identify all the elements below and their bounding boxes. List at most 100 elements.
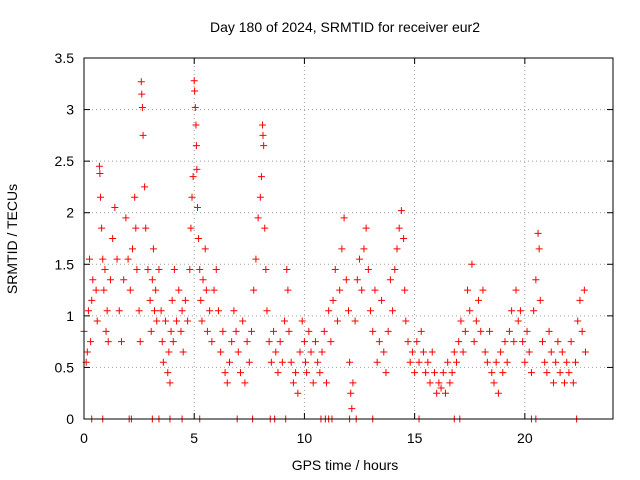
data-point [554, 338, 562, 346]
data-point [346, 358, 354, 366]
data-point [191, 87, 199, 95]
data-point [375, 338, 383, 346]
data-point [113, 255, 121, 263]
data-point [415, 358, 423, 366]
data-point [320, 327, 328, 335]
data-point [530, 307, 538, 315]
data-point [248, 327, 256, 335]
data-point [574, 317, 582, 325]
data-point [470, 338, 478, 346]
data-point [198, 317, 206, 325]
data-point [468, 260, 476, 268]
data-point [173, 317, 181, 325]
data-point [402, 317, 410, 325]
data-point [475, 296, 483, 304]
x-tick-label: 0 [80, 430, 88, 446]
data-point [88, 296, 96, 304]
data-point [380, 348, 388, 356]
data-point [281, 317, 289, 325]
y-tick-label: 0 [66, 411, 74, 427]
data-point [115, 307, 123, 315]
data-point [338, 245, 346, 253]
data-point [257, 173, 265, 181]
x-tick-label: 15 [407, 430, 423, 446]
data-point [97, 193, 105, 201]
data-point [95, 162, 103, 170]
data-point [212, 265, 220, 273]
data-point [265, 338, 273, 346]
data-point [519, 338, 527, 346]
data-point [142, 224, 150, 232]
data-point [158, 338, 166, 346]
data-point [101, 265, 109, 273]
chart-title: Day 180 of 2024, SRMTID for receiver eur… [210, 19, 480, 35]
data-point [199, 276, 207, 284]
data-point [569, 379, 577, 387]
data-point [446, 379, 454, 387]
data-point [322, 379, 330, 387]
data-point [192, 121, 200, 129]
data-point [178, 307, 186, 315]
data-point [89, 276, 97, 284]
data-point [428, 348, 436, 356]
data-point [270, 327, 278, 335]
data-point [411, 369, 419, 377]
data-point [523, 327, 531, 335]
data-point [309, 379, 317, 387]
data-point [202, 286, 210, 294]
data-point [98, 224, 106, 232]
data-point [111, 204, 119, 212]
data-point [138, 90, 146, 98]
data-point [422, 369, 430, 377]
data-point [378, 296, 386, 304]
data-point [245, 358, 253, 366]
data-point [278, 358, 286, 366]
data-point [162, 317, 170, 325]
data-point [532, 276, 540, 284]
data-point [543, 369, 551, 377]
data-point [181, 296, 189, 304]
data-point [364, 265, 372, 273]
data-point [424, 358, 432, 366]
data-point [505, 327, 513, 335]
data-point [187, 224, 195, 232]
data-point [441, 389, 449, 397]
data-point [492, 358, 500, 366]
data-point [153, 317, 161, 325]
data-point [208, 338, 216, 346]
data-point [444, 358, 452, 366]
data-point [106, 276, 114, 284]
data-point [287, 358, 295, 366]
data-point [83, 348, 91, 356]
data-point [102, 327, 110, 335]
data-point [362, 224, 370, 232]
data-point [501, 338, 509, 346]
y-axis-label: SRMTID / TECUs [4, 184, 20, 294]
data-point [126, 286, 134, 294]
data-point [225, 358, 233, 366]
data-point [223, 379, 231, 387]
data-point [369, 327, 377, 335]
data-point [347, 389, 355, 397]
data-point [177, 327, 185, 335]
data-point [483, 358, 491, 366]
data-point [404, 338, 412, 346]
data-point [99, 255, 107, 263]
data-point [536, 296, 544, 304]
data-point [472, 317, 480, 325]
data-point [457, 317, 465, 325]
data-point [342, 276, 350, 284]
data-point [547, 348, 555, 356]
data-point [84, 307, 92, 315]
data-point [219, 327, 227, 335]
data-point [395, 224, 403, 232]
data-point [481, 348, 489, 356]
data-point [356, 255, 364, 263]
data-point [109, 235, 117, 242]
data-point [117, 338, 125, 346]
data-point [232, 327, 240, 335]
y-tick-label: 1 [66, 308, 74, 324]
data-point [464, 286, 472, 294]
data-point [285, 327, 293, 335]
